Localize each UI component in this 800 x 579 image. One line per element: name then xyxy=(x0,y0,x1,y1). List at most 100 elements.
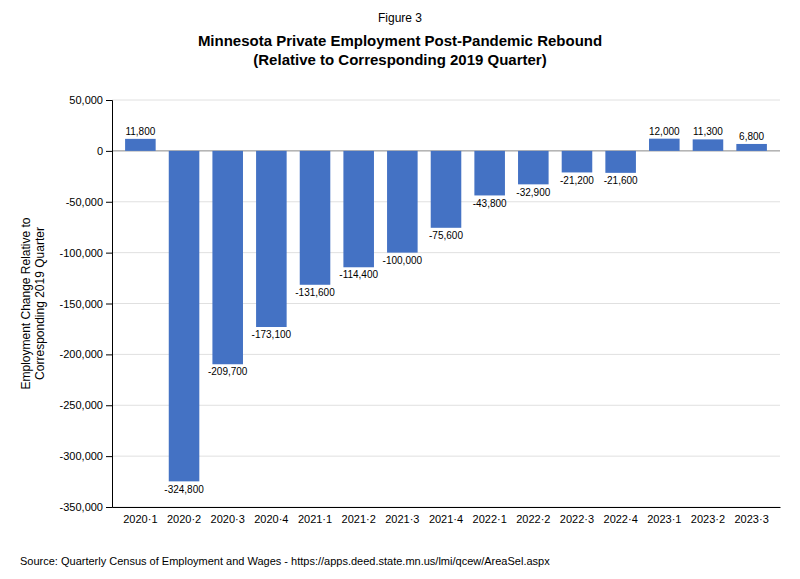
y-tick-mark xyxy=(106,304,112,305)
x-tick: 2022·2 xyxy=(516,507,550,525)
y-axis-line xyxy=(106,101,113,508)
bar xyxy=(474,151,505,196)
data-label: -209,700 xyxy=(208,366,248,377)
data-label: -100,000 xyxy=(383,255,423,266)
title-line: (Relative to Corresponding 2019 Quarter) xyxy=(253,51,546,68)
data-label: -324,800 xyxy=(164,484,204,495)
data-label: 12,000 xyxy=(649,126,680,137)
data-label: -114,400 xyxy=(339,269,378,280)
x-tick: 2021·4 xyxy=(429,507,463,525)
bar xyxy=(649,139,680,151)
x-tick-label: 2021·3 xyxy=(385,513,419,525)
grid xyxy=(112,100,780,507)
data-label: -131,600 xyxy=(295,287,335,298)
x-tick: 2020·2 xyxy=(167,507,201,525)
y-tick: -300,000 xyxy=(60,450,112,462)
y-tick: -350,000 xyxy=(60,501,112,513)
x-tick: 2023·1 xyxy=(647,507,681,525)
x-tick: 2023·3 xyxy=(734,507,768,525)
y-tick: -100,000 xyxy=(60,247,112,259)
bar xyxy=(605,151,636,173)
x-tick-label: 2020·2 xyxy=(167,513,201,525)
bar xyxy=(125,139,156,151)
x-tick-label: 2020·3 xyxy=(211,513,245,525)
data-label: 11,800 xyxy=(125,126,155,137)
x-tick-label: 2021·1 xyxy=(298,513,332,525)
x-tick-label: 2022·4 xyxy=(604,513,638,525)
data-label: 11,300 xyxy=(693,126,723,137)
y-tick-mark xyxy=(106,507,112,508)
y-tick-mark xyxy=(106,100,112,101)
bar xyxy=(518,151,549,184)
y-axis-title: Employment Change Relative toCorrespondi… xyxy=(19,217,47,389)
y-axis: 50,000 0 -50,000 -100,000 -150,000 -200,000 -2… xyxy=(60,94,113,513)
x-tick: 2021·3 xyxy=(385,507,419,525)
plot: 11,800 -324,800 -209,700 -173,100 -131,600 -1… xyxy=(60,94,781,525)
data-label: -75,600 xyxy=(429,230,463,241)
data-label: -21,200 xyxy=(560,175,594,186)
x-tick: 2023·2 xyxy=(691,507,725,525)
y-tick-label: -50,000 xyxy=(66,196,103,208)
data-labels: 11,800 -324,800 -209,700 -173,100 -131,600 -1… xyxy=(125,126,764,495)
x-tick-label: 2023·1 xyxy=(647,513,681,525)
grid-line xyxy=(112,252,780,253)
x-tick: 2022·4 xyxy=(604,507,638,525)
bar xyxy=(343,151,374,267)
grid-line xyxy=(112,354,780,355)
y-tick-mark xyxy=(106,253,112,254)
y-tick-label: -150,000 xyxy=(60,298,103,310)
bar xyxy=(736,144,767,151)
y-tick-mark xyxy=(106,405,112,406)
y-tick: -50,000 xyxy=(66,196,112,208)
bar xyxy=(562,151,593,173)
x-tick: 2021·1 xyxy=(298,507,332,525)
y-tick-mark xyxy=(106,151,112,152)
x-tick-label: 2021·4 xyxy=(429,513,463,525)
y-tick-label: 0 xyxy=(97,145,103,157)
x-tick-label: 2022·2 xyxy=(516,513,550,525)
y-tick: 0 xyxy=(97,145,112,157)
data-label: -173,100 xyxy=(252,329,292,340)
x-axis: 2020·12020·22020·32020·42021·12021·22021… xyxy=(113,507,781,525)
y-tick-mark xyxy=(106,202,112,203)
y-tick: -250,000 xyxy=(60,399,112,411)
grid-line xyxy=(112,507,780,508)
x-tick: 2022·3 xyxy=(560,507,594,525)
data-label: -32,900 xyxy=(516,187,550,198)
data-label: 6,800 xyxy=(739,131,764,142)
x-tick-label: 2021·2 xyxy=(342,513,376,525)
y-tick-label: 50,000 xyxy=(69,94,103,106)
y-tick: 50,000 xyxy=(69,94,112,106)
chart: Figure 3 Minnesota Private Employment Pos… xyxy=(0,0,800,579)
bar xyxy=(387,151,418,253)
figure-label: Figure 3 xyxy=(378,11,422,25)
bar xyxy=(169,151,200,481)
grid-line xyxy=(112,405,780,406)
x-tick-label: 2023·2 xyxy=(691,513,725,525)
grid-line xyxy=(112,456,780,457)
source: Source: Quarterly Census of Employment a… xyxy=(20,555,550,567)
y-tick-mark xyxy=(106,456,112,457)
y-tick-label: -350,000 xyxy=(60,501,103,513)
bar xyxy=(431,151,462,228)
y-axis-title-line: Employment Change Relative to xyxy=(19,217,33,389)
y-tick: -150,000 xyxy=(60,298,112,310)
x-tick-label: 2022·3 xyxy=(560,513,594,525)
grid-line xyxy=(112,100,780,101)
y-tick-label: -300,000 xyxy=(60,450,103,462)
title: Minnesota Private Employment Post-Pandem… xyxy=(198,32,602,68)
y-tick-mark xyxy=(106,354,112,355)
y-tick: -200,000 xyxy=(60,348,112,360)
y-tick-label: -100,000 xyxy=(60,247,103,259)
x-axis-line xyxy=(113,507,781,508)
x-tick: 2020·4 xyxy=(254,507,288,525)
x-tick-label: 2022·1 xyxy=(473,513,507,525)
bars xyxy=(125,139,767,482)
y-axis-title-line: Corresponding 2019 Quarter xyxy=(33,227,47,380)
bar xyxy=(300,151,331,285)
x-tick: 2020·3 xyxy=(211,507,245,525)
x-tick-label: 2023·3 xyxy=(734,513,768,525)
bar xyxy=(693,139,724,150)
data-label: -43,800 xyxy=(473,198,507,209)
x-tick-label: 2020·4 xyxy=(254,513,288,525)
